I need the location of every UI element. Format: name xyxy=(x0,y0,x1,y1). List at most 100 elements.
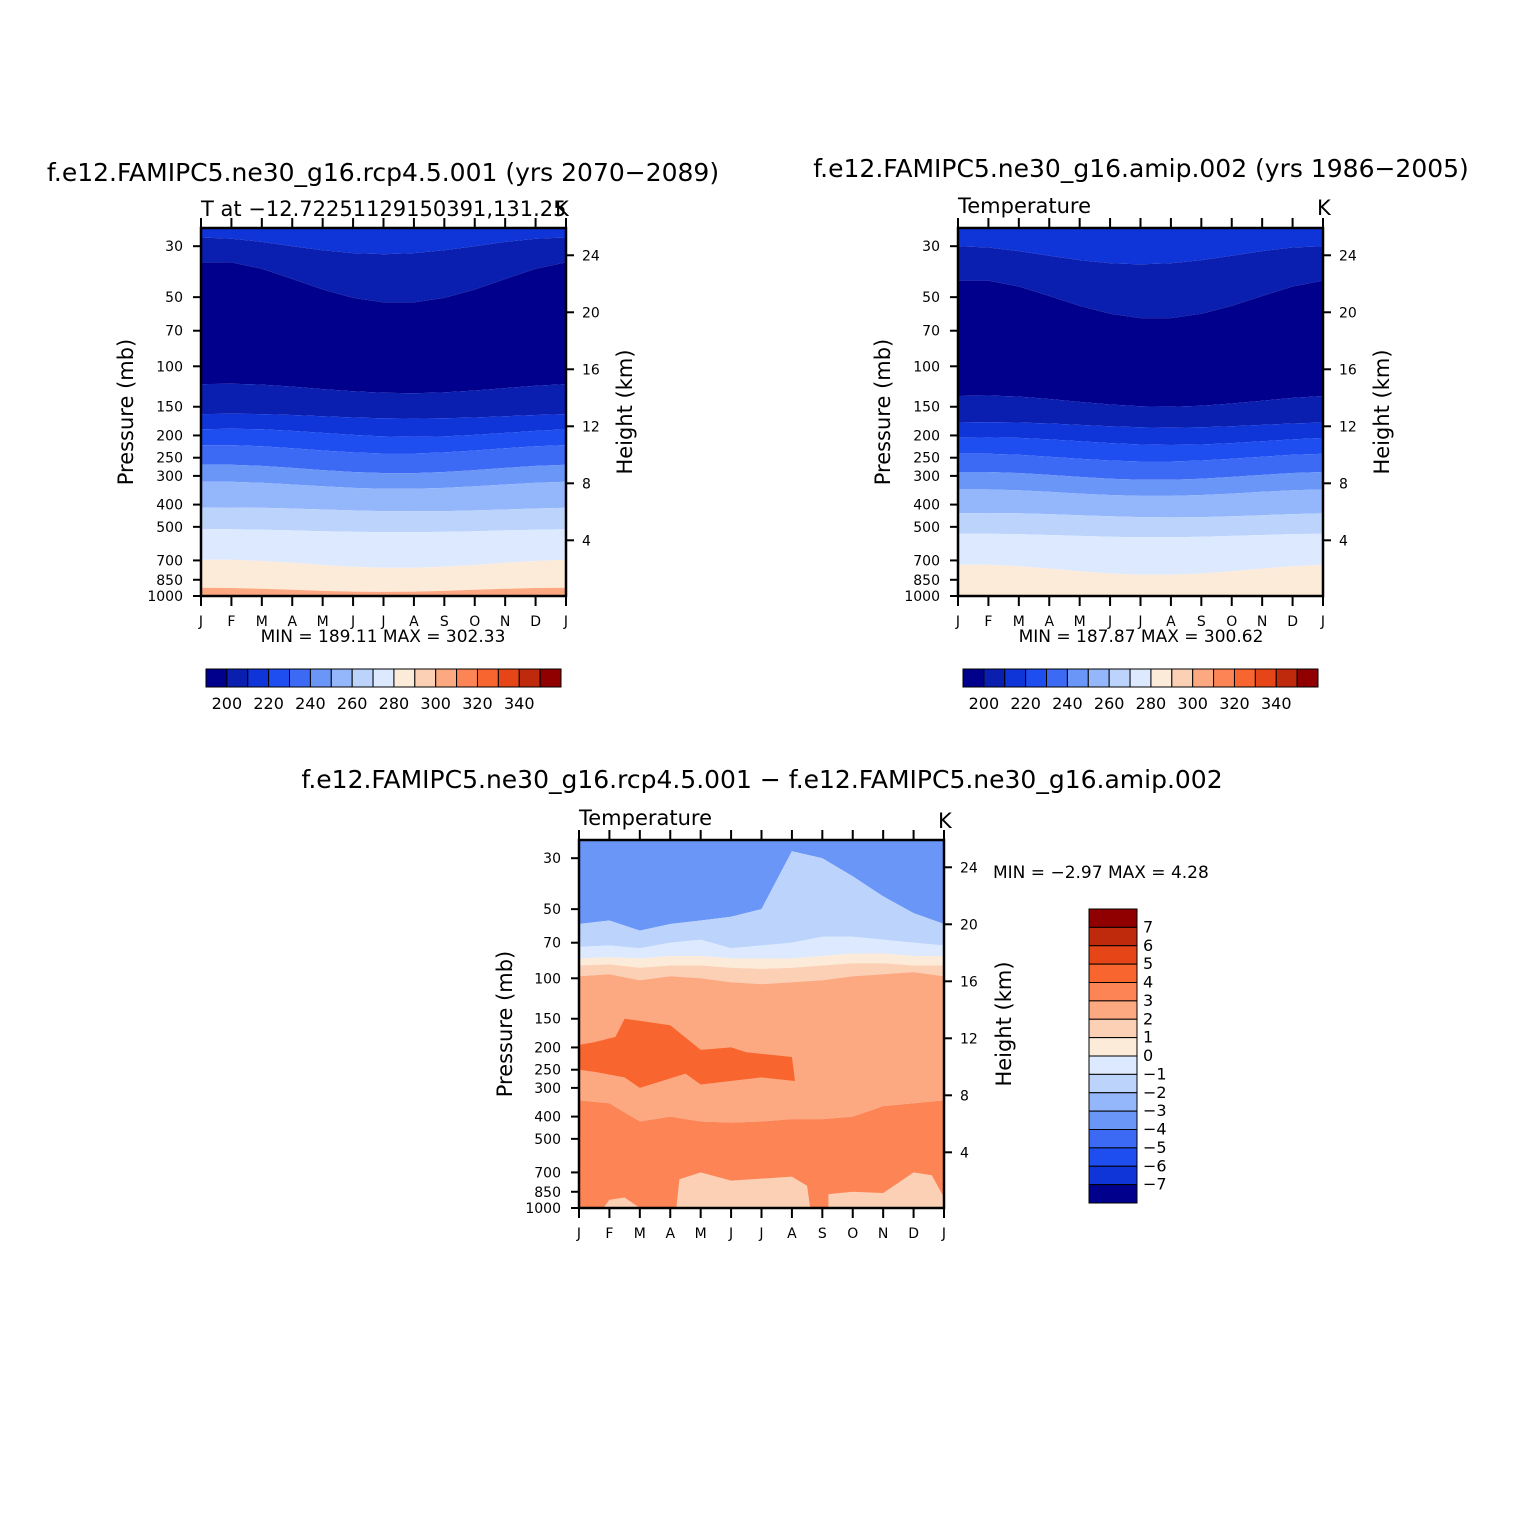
x-tick-label: O xyxy=(1226,614,1237,630)
colorbar-label: 300 xyxy=(420,694,451,713)
y-tick-label: 500 xyxy=(534,1132,561,1148)
x-tick-label: J xyxy=(1107,614,1112,630)
y-tick-label: 50 xyxy=(922,290,940,306)
y-tick-label: 400 xyxy=(156,498,183,514)
p2-band-3 xyxy=(958,395,1323,428)
colorbar-box xyxy=(1088,982,1138,1002)
min-max-stats: MIN = 189.11 MAX = 302.33 xyxy=(261,627,506,647)
y-tick-label: 1000 xyxy=(525,1201,561,1217)
x-tick-label: J xyxy=(758,1226,763,1242)
colorbar-label: −3 xyxy=(1143,1101,1167,1120)
colorbar-box xyxy=(1088,1165,1138,1186)
panel-title: f.e12.FAMIPC5.ne30_g16.amip.002 (yrs 198… xyxy=(813,154,1469,183)
colorbar-box xyxy=(1088,1000,1138,1020)
colorbar-label: 260 xyxy=(337,694,368,713)
colorbar-box xyxy=(1025,668,1048,688)
colorbar-box xyxy=(1066,668,1089,688)
colorbar-box xyxy=(1254,668,1277,688)
colorbar-label: 200 xyxy=(969,694,1000,713)
x-tick-label: M xyxy=(256,614,268,630)
p1-band-2 xyxy=(201,262,566,394)
colorbar-label: 280 xyxy=(1136,694,1167,713)
x-tick-label: O xyxy=(847,1226,858,1242)
x-tick-label: F xyxy=(227,614,235,630)
y-axis-label-left: Pressure (mb) xyxy=(493,951,517,1098)
colorbar-label: 280 xyxy=(379,694,410,713)
x-tick-label: A xyxy=(1044,614,1054,630)
colorbar-label: 220 xyxy=(253,694,284,713)
colorbar-box xyxy=(351,668,374,688)
colorbar-box xyxy=(1088,1018,1138,1039)
y-tick-label: 400 xyxy=(534,1110,561,1126)
y-tick-label: 250 xyxy=(156,451,183,467)
y-tick-label: 700 xyxy=(534,1165,561,1181)
colorbar-box xyxy=(1088,945,1138,965)
y-tick-label: 500 xyxy=(913,520,940,536)
colorbar-box xyxy=(962,668,985,688)
colorbar-box xyxy=(1088,1037,1138,1057)
height-tick-label: 8 xyxy=(960,1088,969,1104)
height-tick-label: 4 xyxy=(1339,533,1348,549)
colorbar-box xyxy=(309,668,332,688)
height-tick-label: 20 xyxy=(1339,305,1357,321)
x-tick-label: A xyxy=(1166,614,1176,630)
panel-subtitle: T at −12.72251129150391,131.25 xyxy=(200,197,566,221)
colorbar-label: 320 xyxy=(1219,694,1250,713)
colorbar-box xyxy=(518,668,541,688)
p1-band-12 xyxy=(201,587,566,596)
y-tick-label: 100 xyxy=(534,971,561,987)
colorbar-box xyxy=(1088,1092,1138,1112)
colorbar-box xyxy=(1046,668,1068,688)
p1-band-5 xyxy=(201,428,566,454)
colorbar-box xyxy=(1088,1184,1138,1204)
height-tick-label: 8 xyxy=(1339,476,1348,492)
x-tick-label: J xyxy=(941,1226,946,1242)
height-tick-label: 8 xyxy=(582,476,591,492)
y-axis-label-left: Pressure (mb) xyxy=(871,339,895,486)
p2-band-9 xyxy=(958,513,1323,538)
p2-band-8 xyxy=(958,489,1323,518)
colorbar-label: 4 xyxy=(1143,973,1153,992)
p1-band-3 xyxy=(201,383,566,419)
height-tick-label: 16 xyxy=(1339,362,1357,378)
colorbar-box xyxy=(1087,668,1110,688)
p3-low-patch-2 xyxy=(828,1172,944,1208)
y-tick-label: 1000 xyxy=(904,589,940,605)
x-tick-label: M xyxy=(317,614,329,630)
colorbar-label: 2 xyxy=(1143,1009,1153,1028)
colorbar-box xyxy=(476,668,499,688)
colorbar-box xyxy=(1233,668,1256,688)
y-tick-label: 30 xyxy=(543,851,561,867)
y-tick-label: 150 xyxy=(913,400,940,416)
x-tick-label: J xyxy=(350,614,355,630)
y-tick-label: 300 xyxy=(156,469,183,485)
colorbar-box xyxy=(1213,668,1235,688)
colorbar-box xyxy=(456,668,478,688)
colorbar-box xyxy=(226,668,249,688)
colorbar-box xyxy=(330,668,353,688)
x-tick-label: D xyxy=(908,1226,919,1242)
p2-band-7 xyxy=(958,472,1323,496)
x-tick-label: J xyxy=(1137,614,1142,630)
panel-subtitle: Temperature xyxy=(578,806,712,830)
x-tick-label: O xyxy=(469,614,480,630)
height-tick-label: 24 xyxy=(1339,248,1357,264)
colorbar-label: −5 xyxy=(1143,1138,1167,1157)
y-tick-label: 200 xyxy=(913,428,940,444)
p3-band-1 xyxy=(579,851,944,949)
colorbar-box xyxy=(1275,668,1298,688)
y-tick-label: 30 xyxy=(165,239,183,255)
p3-core-band xyxy=(579,1018,795,1088)
x-tick-label: J xyxy=(1320,614,1325,630)
y-tick-label: 850 xyxy=(534,1185,561,1201)
panel-title: f.e12.FAMIPC5.ne30_g16.rcp4.5.001 (yrs 2… xyxy=(47,158,719,187)
colorbar-box xyxy=(205,668,228,688)
x-tick-label: J xyxy=(576,1226,581,1242)
p3-band-5 xyxy=(579,972,944,1123)
colorbar-box xyxy=(1192,668,1215,688)
p1-band-10 xyxy=(201,529,566,568)
height-tick-label: 24 xyxy=(960,860,978,876)
height-tick-label: 4 xyxy=(582,533,591,549)
p2-band-11 xyxy=(958,564,1323,596)
